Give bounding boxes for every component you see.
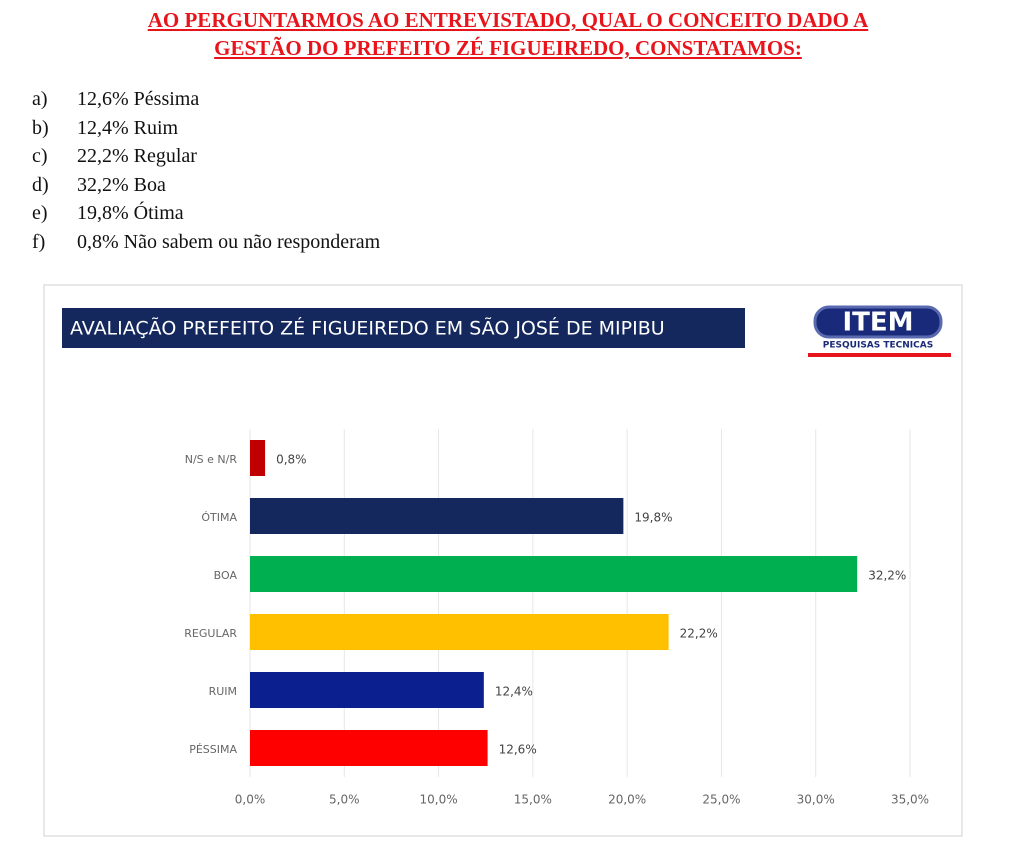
value-label: 12,6% <box>499 743 537 757</box>
header-line: GESTÃO DO PREFEITO ZÉ FIGUEIREDO, CONSTA… <box>214 36 802 60</box>
bar <box>250 556 858 592</box>
list-key: e) <box>32 202 48 225</box>
list-item: d) 32,2% Boa <box>32 174 166 197</box>
list-key: f) <box>32 231 46 253</box>
y-tick-label: RUIM <box>209 685 237 698</box>
x-tick-label: 35,0% <box>891 793 929 807</box>
bar <box>250 672 484 708</box>
chart-title: AVALIAÇÃO PREFEITO ZÉ FIGUEIREDO EM SÃO … <box>70 317 665 340</box>
logo-title: ITEM <box>842 308 913 338</box>
list-text: 0,8% Não sabem ou não responderam <box>77 231 381 253</box>
list-item: b) 12,4% Ruim <box>32 117 178 140</box>
bar <box>250 440 266 476</box>
list-key: a) <box>32 88 48 110</box>
list-key: d) <box>32 173 49 196</box>
title-banner <box>62 308 745 348</box>
y-tick-label: N/S e N/R <box>185 453 238 466</box>
header-line: AO PERGUNTARMOS AO ENTREVISTADO, QUAL O … <box>147 8 869 32</box>
bar <box>250 498 624 534</box>
y-tick-label: PÉSSIMA <box>189 743 237 756</box>
logo-badge <box>813 305 943 339</box>
list-item: f) 0,8% Não sabem ou não responderam <box>32 231 380 254</box>
x-tick-label: 10,0% <box>420 793 458 807</box>
list-item: a) 12,6% Péssima <box>32 88 199 111</box>
x-tick-label: 25,0% <box>702 793 740 807</box>
bar <box>250 730 488 766</box>
x-tick-label: 20,0% <box>608 793 646 807</box>
list-text: 19,8% Ótima <box>77 202 184 225</box>
x-tick-label: 0,0% <box>235 793 266 807</box>
list-item: e) 19,8% Ótima <box>32 202 184 225</box>
x-tick-label: 5,0% <box>329 793 360 807</box>
list-item: c) 22,2% Regular <box>32 145 197 168</box>
logo-subtitle: PESQUISAS TECNICAS <box>823 341 933 351</box>
value-label: 12,4% <box>495 685 533 699</box>
list-key: b) <box>32 116 49 139</box>
value-label: 19,8% <box>634 511 672 525</box>
list-text: 32,2% Boa <box>77 173 166 196</box>
x-tick-label: 15,0% <box>514 793 552 807</box>
x-tick-label: 30,0% <box>797 793 835 807</box>
list-text: 12,6% Péssima <box>77 88 200 110</box>
bar <box>250 614 669 650</box>
logo-underline <box>808 353 951 357</box>
y-tick-label: BOA <box>214 569 238 582</box>
value-label: 32,2% <box>868 569 906 583</box>
list-key: c) <box>32 145 48 168</box>
list-text: 22,2% Regular <box>77 145 197 168</box>
y-tick-label: REGULAR <box>184 627 237 640</box>
list-text: 12,4% Ruim <box>77 116 179 139</box>
y-tick-label: ÓTIMA <box>201 511 237 524</box>
value-label: 0,8% <box>276 453 307 467</box>
value-label: 22,2% <box>680 627 718 641</box>
